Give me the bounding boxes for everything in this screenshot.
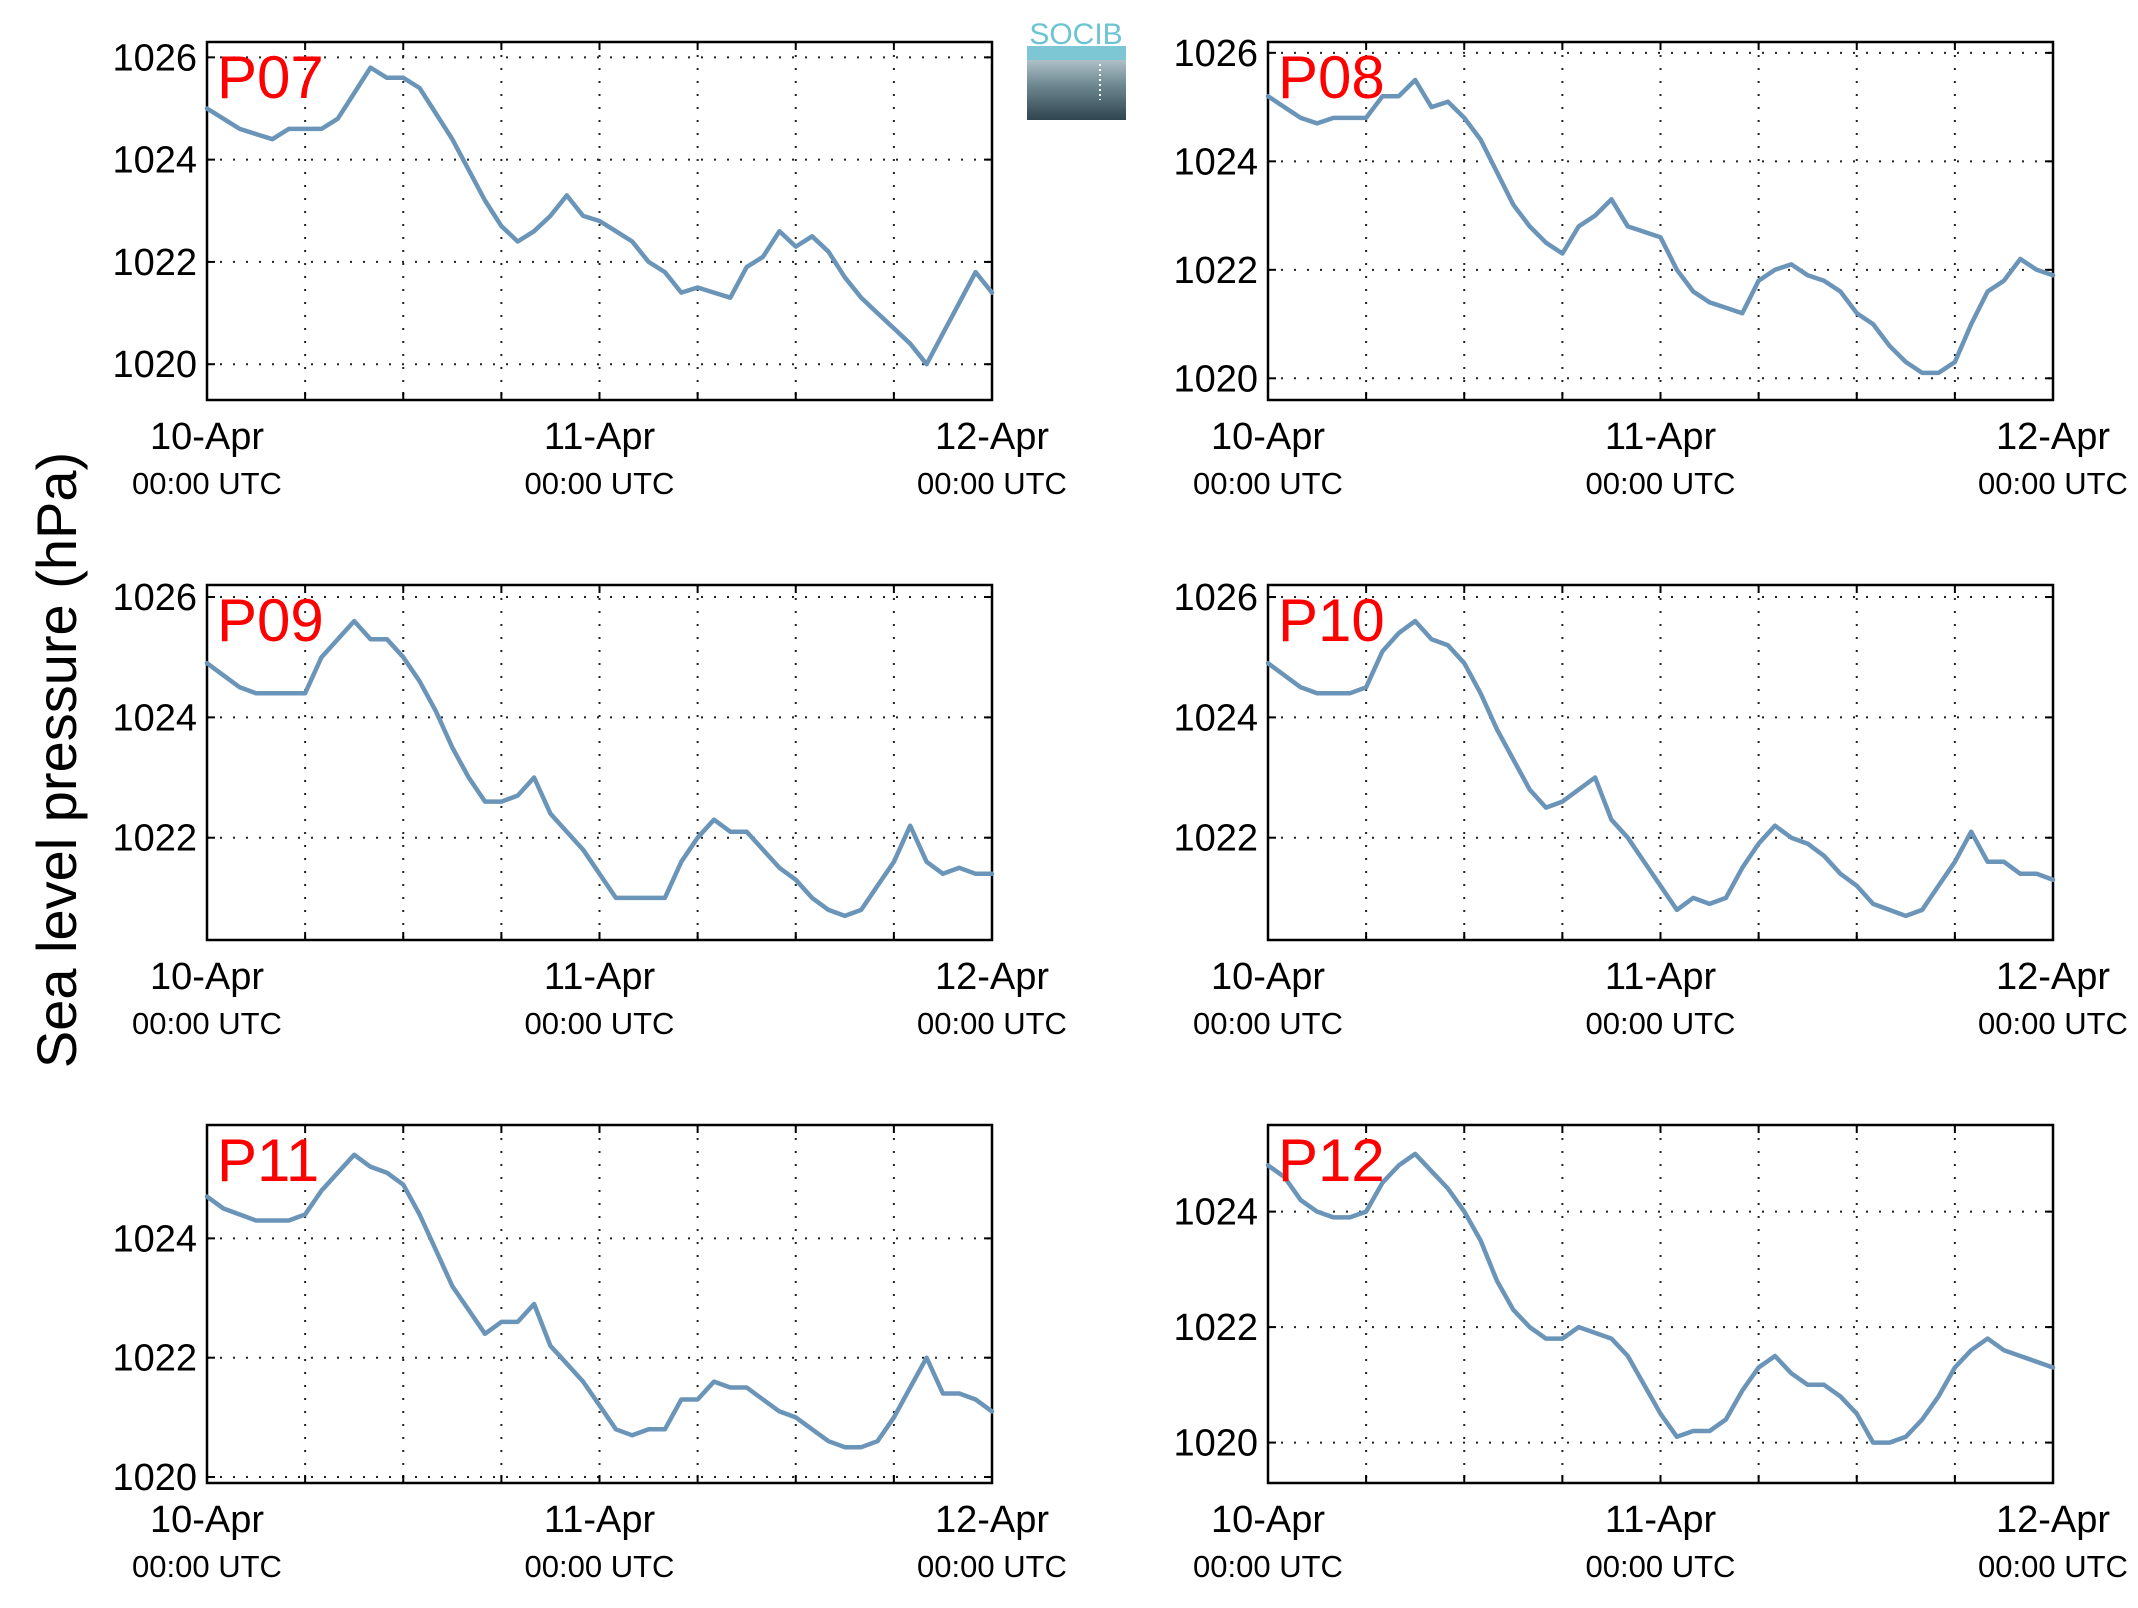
x-tick-sublabel: 00:00 UTC: [917, 1549, 1067, 1584]
panel-p09: 1022 1024 1026 10-Apr 00:00 UTC 11-Apr 00:00 U…: [112, 577, 1067, 1041]
panel-p08: 1020 1022 1024 1026 10-Apr 00:00 UTC 11-Apr 00:…: [1173, 33, 2128, 501]
logo-box: [1027, 50, 1126, 120]
x-tick-label: 10-Apr: [150, 416, 264, 458]
socib-logo: SOCIB: [1027, 18, 1126, 120]
panel-p10: 1022 1024 1026 10-Apr 00:00 UTC 11-Apr 00:00 U…: [1173, 577, 2128, 1041]
x-tick-label: 10-Apr: [1211, 956, 1325, 998]
x-tick-sublabel: 00:00 UTC: [917, 466, 1067, 501]
x-tick-sublabel: 00:00 UTC: [132, 1006, 282, 1041]
x-tick-sublabel: 00:00 UTC: [525, 1549, 675, 1584]
x-tick-label: 12-Apr: [1996, 956, 2110, 998]
logo-top-band: [1027, 46, 1126, 60]
y-tick-label: 1024: [112, 697, 197, 739]
y-tick-label: 1024: [1173, 697, 1258, 739]
panel-title: P08: [1278, 44, 1385, 111]
panel-p07: 1020 1022 1024 1026 10-Apr 00:00 UTC 11-Apr 00:…: [112, 37, 1067, 501]
panel-title: P10: [1278, 587, 1385, 654]
panel-title: P09: [217, 587, 324, 654]
x-tick-label: 10-Apr: [150, 956, 264, 998]
x-tick-label: 10-Apr: [150, 1499, 264, 1541]
x-tick-label: 11-Apr: [1605, 956, 1717, 998]
x-tick-label: 10-Apr: [1211, 416, 1325, 458]
y-tick-label: 1022: [1173, 1307, 1258, 1349]
y-tick-label: 1022: [112, 242, 197, 284]
x-tick-label: 11-Apr: [1605, 416, 1717, 458]
x-tick-sublabel: 00:00 UTC: [1586, 1006, 1736, 1041]
x-tick-label: 11-Apr: [544, 956, 656, 998]
y-tick-label: 1026: [1173, 577, 1258, 619]
x-tick-label: 12-Apr: [935, 416, 1049, 458]
y-tick-label: 1024: [1173, 141, 1258, 183]
x-tick-sublabel: 00:00 UTC: [1978, 1549, 2128, 1584]
x-tick-sublabel: 00:00 UTC: [917, 1006, 1067, 1041]
x-tick-sublabel: 00:00 UTC: [1193, 466, 1343, 501]
x-tick-sublabel: 00:00 UTC: [132, 466, 282, 501]
panel-p11: 1020 1022 1024 10-Apr 00:00 UTC 11-Apr 00:00 U…: [112, 1123, 1067, 1584]
x-tick-sublabel: 00:00 UTC: [1586, 1549, 1736, 1584]
x-tick-sublabel: 00:00 UTC: [525, 466, 675, 501]
y-tick-label: 1022: [112, 1338, 197, 1380]
y-tick-label: 1020: [1173, 358, 1258, 400]
x-tick-sublabel: 00:00 UTC: [525, 1006, 675, 1041]
x-tick-label: 11-Apr: [544, 1499, 656, 1541]
y-axis-label: Sea level pressure (hPa): [25, 452, 88, 1068]
series-line: [1265, 618, 2056, 919]
x-tick-label: 11-Apr: [544, 416, 656, 458]
x-tick-label: 10-Apr: [1211, 1499, 1325, 1541]
logo-text: SOCIB: [1029, 18, 1122, 51]
series-line: [204, 1152, 995, 1450]
x-tick-sublabel: 00:00 UTC: [1978, 466, 2128, 501]
x-tick-label: 11-Apr: [1605, 1499, 1717, 1541]
series-line: [1265, 77, 2056, 376]
y-tick-label: 1024: [112, 1218, 197, 1260]
y-tick-label: 1026: [112, 37, 197, 79]
series-line: [1265, 1151, 2056, 1445]
x-tick-sublabel: 00:00 UTC: [132, 1549, 282, 1584]
y-tick-label: 1026: [1173, 33, 1258, 75]
panel-p12: 1020 1022 1024 10-Apr 00:00 UTC 11-Apr 00:00 U…: [1173, 1123, 2128, 1584]
x-tick-label: 12-Apr: [935, 1499, 1049, 1541]
x-tick-sublabel: 00:00 UTC: [1193, 1549, 1343, 1584]
y-tick-label: 1026: [112, 577, 197, 619]
y-tick-label: 1020: [112, 1457, 197, 1499]
y-tick-label: 1022: [1173, 818, 1258, 860]
y-tick-label: 1024: [1173, 1192, 1258, 1234]
y-tick-label: 1022: [112, 818, 197, 860]
x-tick-sublabel: 00:00 UTC: [1193, 1006, 1343, 1041]
y-tick-label: 1024: [112, 140, 197, 182]
panel-title: P07: [217, 44, 324, 111]
y-tick-label: 1020: [1173, 1423, 1258, 1465]
series-line: [204, 65, 995, 367]
y-tick-label: 1022: [1173, 250, 1258, 292]
x-tick-sublabel: 00:00 UTC: [1586, 466, 1736, 501]
x-tick-sublabel: 00:00 UTC: [1978, 1006, 2128, 1041]
x-tick-label: 12-Apr: [935, 956, 1049, 998]
x-tick-label: 12-Apr: [1996, 416, 2110, 458]
x-tick-label: 12-Apr: [1996, 1499, 2110, 1541]
series-line: [204, 618, 995, 919]
chart-panels: 1020 1022 1024 1026 10-Apr 00:00 UTC 11-Apr 00:…: [112, 33, 2128, 1584]
panel-title: P11: [217, 1127, 319, 1194]
y-tick-label: 1020: [112, 344, 197, 386]
panel-title: P12: [1278, 1127, 1385, 1194]
